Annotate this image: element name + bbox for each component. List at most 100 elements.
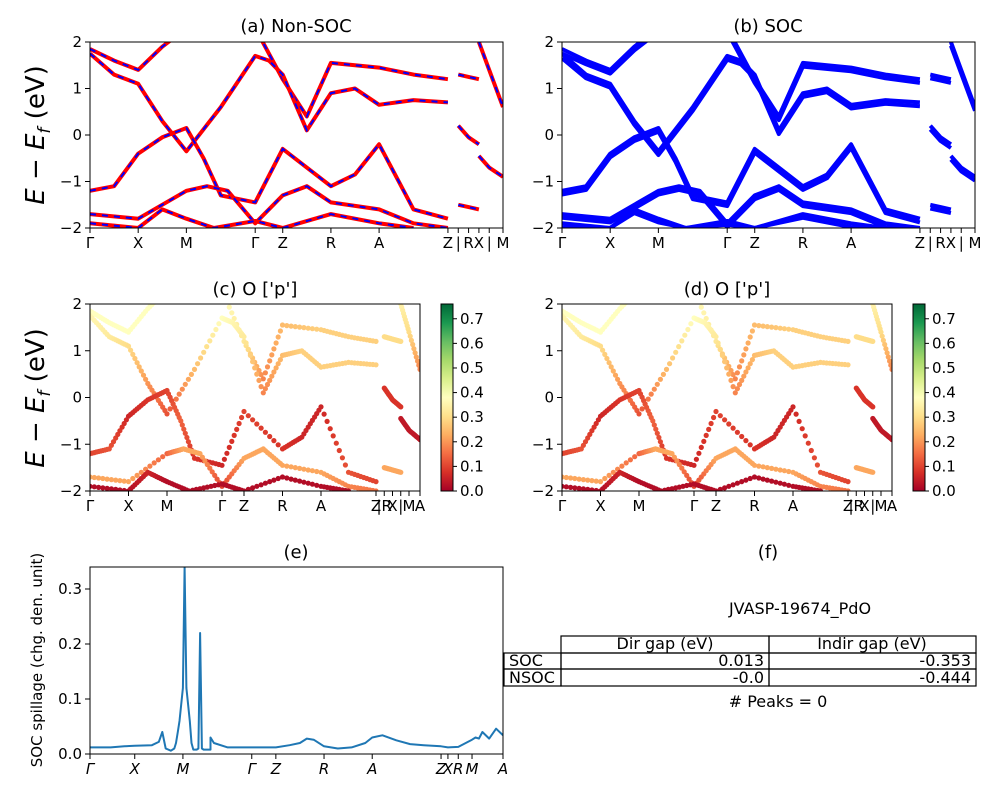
proj-point-c-0-9-3 — [292, 324, 298, 330]
proj-point-c-1-2-5 — [136, 364, 142, 370]
proj-point-d-0-4-4 — [649, 285, 654, 290]
proj-point-d-4-7-6 — [777, 480, 783, 486]
proj-point-d-4-0-7 — [589, 487, 595, 491]
proj-point-c-0-4-6 — [183, 284, 188, 289]
proj-point-d-2-5-3 — [654, 430, 660, 436]
proj-point-d-3-1-5 — [619, 463, 625, 469]
xtick-label-c-7: Z — [371, 497, 381, 515]
proj-point-d-7-1-1 — [879, 333, 885, 339]
xtick-label-d-2: M — [633, 497, 646, 515]
proj-point-d-1-2-2 — [602, 351, 608, 357]
proj-point-d-1-9-1 — [734, 386, 741, 392]
proj-point-c-0-8-8 — [277, 328, 283, 334]
proj-point-c-0-8-0 — [260, 376, 266, 382]
xtick-label-d-7: Z — [843, 497, 853, 515]
band-line-b-9 — [929, 202, 952, 212]
proj-point-d-3-8-0 — [751, 462, 758, 468]
proj-point-c-0-3-8 — [162, 290, 167, 295]
proj-point-d-1-8-8 — [730, 384, 736, 390]
proj-point-d-1-2-8 — [615, 376, 621, 382]
colorbar-label-c-0: 0.0 — [460, 482, 484, 500]
proj-point-c-4-7-4 — [297, 478, 303, 484]
xtick-label-d-11: M — [875, 497, 888, 515]
proj-point-c-1-8-1 — [243, 340, 249, 346]
proj-point-c-2-8-0 — [241, 408, 247, 415]
proj-point-d-7-1-5 — [884, 350, 890, 356]
proj-point-d-4-6-7 — [743, 477, 749, 483]
proj-point-d-4-6-0 — [713, 488, 719, 491]
ytick-label-d-0: −2 — [532, 482, 554, 500]
proj-point-d-2-11-6 — [808, 447, 814, 454]
proj-point-c-1-8-5 — [252, 365, 258, 371]
proj-point-c-1-4-1 — [167, 406, 173, 412]
svg-text:E − Ef (eV): E − Ef (eV) — [21, 328, 55, 468]
proj-point-c-2-7-5 — [231, 432, 237, 438]
proj-point-c-1-4-6 — [182, 381, 188, 387]
table-material: JVASP-19674_PdO — [728, 599, 871, 619]
panel-c-title: (c) O ['p'] — [213, 279, 298, 300]
spillage-line-0 — [90, 567, 503, 752]
proj-point-c-3-1-3 — [138, 469, 144, 475]
xtick-label-b-9: R — [935, 234, 945, 252]
proj-point-c-1-8-4 — [250, 359, 256, 365]
band-line-a-7 — [477, 42, 503, 108]
band-line-b-14 — [562, 211, 886, 228]
proj-point-d-0-5-3 — [673, 284, 678, 289]
proj-point-c-2-8-1 — [245, 413, 251, 419]
proj-point-c-1-9-3 — [267, 377, 273, 383]
proj-point-d-2-8-4 — [730, 425, 736, 431]
proj-point-d-4-0-1 — [563, 484, 569, 490]
proj-point-d-3-8-1 — [756, 463, 762, 469]
band-dash-a-1 — [90, 52, 448, 153]
proj-point-c-0-4-3 — [174, 286, 179, 291]
proj-point-d-3-0-7 — [589, 478, 595, 484]
band-ylabel-top: E − Ef (eV) — [21, 65, 55, 205]
proj-point-c-3-4-4 — [207, 465, 213, 471]
proj-point-d-4-0-2 — [568, 484, 574, 490]
proj-point-d-3-0-4 — [576, 476, 582, 482]
proj-point-d-2-7-8 — [711, 414, 717, 421]
ytick-label-a-2: 0 — [72, 126, 82, 144]
proj-point-d-1-5-3 — [673, 349, 679, 355]
svg-text:E − Ef (eV): E − Ef (eV) — [21, 65, 55, 205]
xtick-label-e-0: Γ — [86, 760, 96, 778]
proj-point-c-0-4-4 — [177, 285, 182, 290]
proj-point-d-1-8-6 — [726, 371, 732, 377]
soc-indir-gap: -0.353 — [919, 651, 971, 670]
proj-point-d-2-7-5 — [703, 432, 709, 438]
proj-point-c-2-5-4 — [184, 434, 190, 441]
proj-point-d-7-1-6 — [885, 354, 891, 360]
proj-point-c-2-8-6 — [267, 433, 273, 440]
proj-point-c-0-5-4 — [204, 285, 209, 290]
proj-point-c-4-0-6 — [113, 486, 119, 491]
proj-point-d-1-9-6 — [745, 365, 751, 371]
proj-point-c-3-8-8 — [314, 468, 320, 475]
proj-point-c-1-5-0 — [191, 366, 198, 372]
xtick-label-b-6: A — [846, 234, 857, 252]
proj-point-d-4-0-3 — [572, 485, 578, 491]
proj-point-d-2-5-1 — [651, 422, 657, 428]
proj-point-d-3-end — [845, 488, 851, 491]
proj-point-c-1-8-8 — [258, 384, 264, 390]
proj-point-c-1-2-6 — [138, 368, 144, 374]
proj-point-d-2-11-1 — [793, 411, 799, 417]
xtick-label-e-6: A — [366, 760, 377, 778]
proj-point-c-1-9-8 — [277, 357, 283, 363]
proj-point-d-1-end — [845, 362, 851, 368]
proj-point-d-3-0-8 — [593, 478, 599, 484]
xtick-label-b-11: | — [959, 234, 964, 252]
proj-point-c-2-5-6 — [187, 443, 193, 449]
xtick-label-a-1: X — [133, 234, 143, 252]
gap-table: JVASP-19674_PdO Dir gap (eV) Indir gap (… — [503, 599, 977, 711]
proj-point-c-3-0-1 — [91, 474, 97, 481]
proj-point-c-0-9-5 — [301, 325, 307, 331]
proj-point-d-3-0-1 — [563, 474, 569, 481]
proj-point-c-4-6-6 — [267, 479, 273, 485]
proj-point-d-2-7-1 — [693, 456, 700, 462]
proj-point-d-0-9-1 — [756, 323, 762, 329]
proj-point-d-4-end — [817, 488, 824, 491]
xtick-label-e-4: Z — [270, 760, 282, 778]
xtick-label-e-5: R — [319, 760, 329, 778]
xtick-label-e-7: Z — [435, 760, 447, 778]
